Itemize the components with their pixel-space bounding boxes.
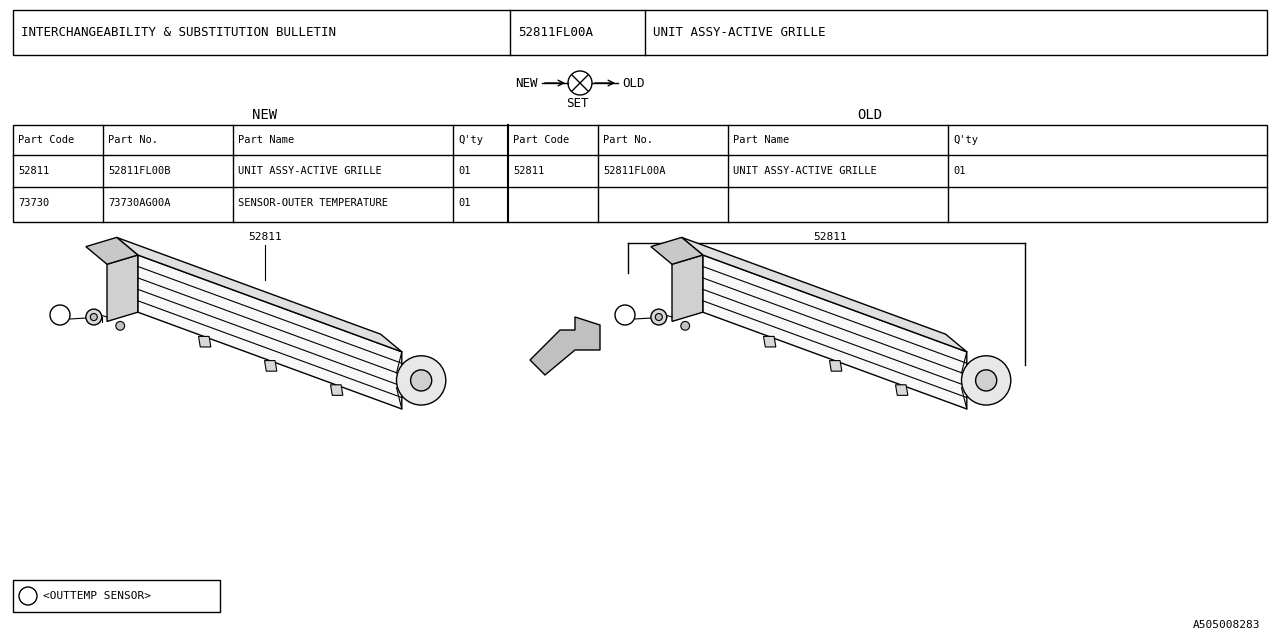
- Circle shape: [411, 370, 431, 391]
- Text: Part No.: Part No.: [603, 135, 653, 145]
- Text: 1: 1: [622, 310, 628, 320]
- Text: 52811FL00A: 52811FL00A: [518, 26, 593, 39]
- Text: 01: 01: [954, 166, 965, 176]
- Polygon shape: [763, 337, 776, 347]
- Text: Part Name: Part Name: [733, 135, 790, 145]
- Text: 52811: 52811: [513, 166, 544, 176]
- Circle shape: [397, 356, 445, 405]
- Text: SET: SET: [566, 97, 589, 109]
- Text: <OUTTEMP SENSOR>: <OUTTEMP SENSOR>: [44, 591, 151, 601]
- Text: 01: 01: [458, 166, 471, 176]
- Text: UNIT ASSY-ACTIVE GRILLE: UNIT ASSY-ACTIVE GRILLE: [238, 166, 381, 176]
- Text: 73730AG00A: 73730AG00A: [108, 198, 170, 208]
- Polygon shape: [265, 360, 276, 371]
- Text: 73730: 73730: [18, 198, 49, 208]
- Polygon shape: [652, 237, 703, 264]
- Bar: [13, 10, 1267, 55]
- Bar: [13, 125, 1267, 222]
- Text: Part Code: Part Code: [18, 135, 74, 145]
- Polygon shape: [330, 385, 343, 396]
- Text: 52811FL00B: 52811FL00B: [108, 166, 170, 176]
- Circle shape: [19, 587, 37, 605]
- Text: 1: 1: [26, 591, 31, 601]
- Polygon shape: [86, 237, 138, 264]
- Text: Part Name: Part Name: [238, 135, 294, 145]
- Circle shape: [961, 356, 1011, 405]
- Circle shape: [975, 370, 997, 391]
- Circle shape: [655, 314, 662, 321]
- Polygon shape: [198, 337, 211, 347]
- Text: A505008283: A505008283: [1193, 620, 1260, 630]
- Text: 1: 1: [58, 310, 63, 320]
- Polygon shape: [672, 255, 703, 321]
- Polygon shape: [530, 317, 600, 375]
- Text: UNIT ASSY-ACTIVE GRILLE: UNIT ASSY-ACTIVE GRILLE: [653, 26, 826, 39]
- Circle shape: [91, 314, 97, 321]
- Circle shape: [652, 309, 667, 325]
- Text: NEW: NEW: [516, 77, 538, 90]
- Text: OLD: OLD: [622, 77, 645, 90]
- Text: SENSOR-OUTER TEMPERATURE: SENSOR-OUTER TEMPERATURE: [238, 198, 388, 208]
- Circle shape: [614, 305, 635, 325]
- Text: INTERCHANGEABILITY & SUBSTITUTION BULLETIN: INTERCHANGEABILITY & SUBSTITUTION BULLET…: [20, 26, 335, 39]
- Text: Q'ty: Q'ty: [458, 135, 483, 145]
- Text: 01: 01: [458, 198, 471, 208]
- Text: Q'ty: Q'ty: [954, 135, 978, 145]
- Polygon shape: [138, 255, 402, 409]
- Text: 52811FL00A: 52811FL00A: [603, 166, 666, 176]
- Circle shape: [681, 321, 690, 330]
- Polygon shape: [682, 237, 966, 352]
- Polygon shape: [703, 255, 966, 409]
- Text: OLD: OLD: [858, 108, 883, 122]
- Polygon shape: [108, 255, 138, 321]
- Text: Part Code: Part Code: [513, 135, 570, 145]
- Text: Part No.: Part No.: [108, 135, 157, 145]
- Circle shape: [50, 305, 70, 325]
- Circle shape: [115, 321, 124, 330]
- Text: 52811: 52811: [248, 232, 282, 242]
- Text: UNIT ASSY-ACTIVE GRILLE: UNIT ASSY-ACTIVE GRILLE: [733, 166, 877, 176]
- Polygon shape: [829, 360, 842, 371]
- Bar: [13, 580, 220, 612]
- Text: NEW: NEW: [252, 108, 278, 122]
- Polygon shape: [896, 385, 908, 396]
- Polygon shape: [116, 237, 402, 352]
- Text: 52811: 52811: [813, 232, 847, 242]
- Circle shape: [86, 309, 101, 325]
- Text: 52811: 52811: [18, 166, 49, 176]
